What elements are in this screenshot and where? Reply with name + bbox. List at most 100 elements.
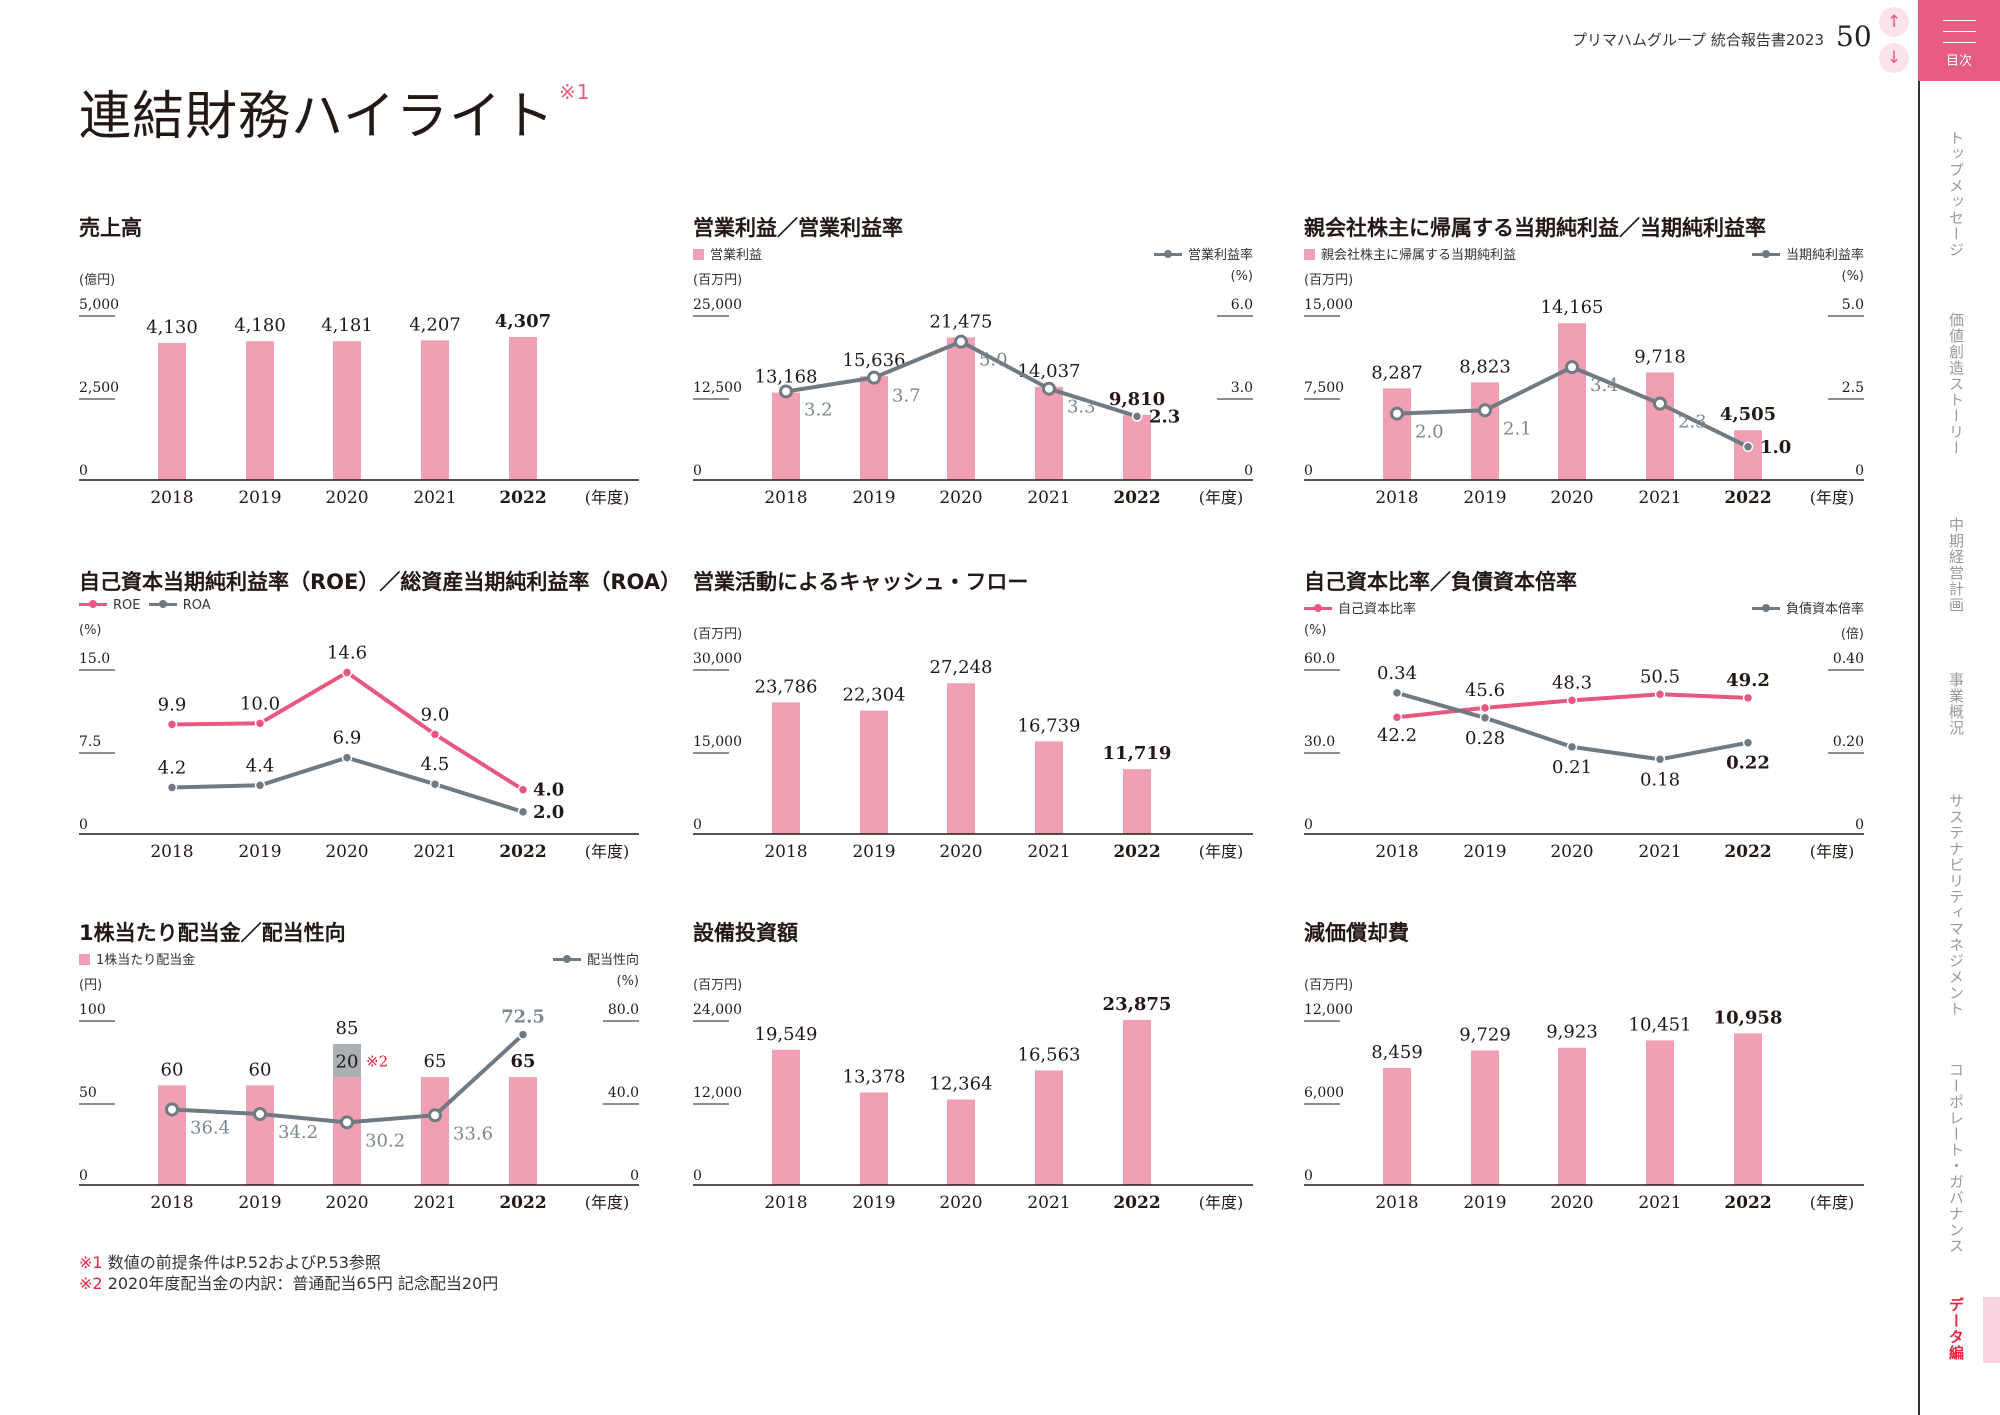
right-tick-label: 3.0 bbox=[1231, 380, 1253, 396]
active-section-marker bbox=[1983, 1297, 2000, 1363]
toc-menu-button[interactable]: 目次 bbox=[1918, 0, 2000, 81]
year-label: 2020 bbox=[1550, 1193, 1593, 1213]
bar-value-label: 60 bbox=[249, 1059, 272, 1080]
bar bbox=[1383, 388, 1411, 480]
year-label: 2018 bbox=[150, 488, 193, 508]
left-tick-label: 15,000 bbox=[693, 734, 742, 750]
chart-title: 減価償却費 bbox=[1304, 921, 1409, 945]
bar-value-label: 65 bbox=[510, 1051, 535, 1072]
bar bbox=[1558, 323, 1586, 480]
line-value-label: 9.9 bbox=[158, 694, 187, 715]
line-value-label: 5.0 bbox=[979, 350, 1008, 371]
line-value-label: 1.0 bbox=[1760, 437, 1791, 458]
bar-value-label: 10,451 bbox=[1629, 1014, 1692, 1035]
line-value-label: 45.6 bbox=[1465, 680, 1505, 701]
next-page-button[interactable]: ↓ bbox=[1879, 43, 1909, 73]
bar bbox=[1734, 1033, 1762, 1185]
legend-left: 自己資本比率 bbox=[1304, 598, 1416, 617]
bar bbox=[421, 1077, 449, 1185]
data-point bbox=[779, 384, 793, 399]
bar bbox=[860, 710, 888, 834]
year-label: 2021 bbox=[1638, 488, 1681, 508]
chart-panel: 減価償却費 (百万円) 0 6,000 12,000 8,459 9,729 9,923 10,… bbox=[1304, 914, 1864, 1244]
year-label: 2019 bbox=[1463, 1193, 1506, 1213]
bar bbox=[333, 341, 361, 480]
year-label: 2022 bbox=[499, 488, 546, 508]
chart-title: 営業活動によるキャッシュ・フロー bbox=[693, 570, 1029, 594]
data-point bbox=[1742, 692, 1754, 704]
line-value-label: 3.7 bbox=[892, 386, 921, 407]
year-label: 2019 bbox=[1463, 842, 1506, 862]
bar bbox=[246, 1085, 274, 1185]
bar bbox=[1558, 1047, 1586, 1185]
bar-value-label: 4,307 bbox=[495, 311, 551, 332]
year-label: 2020 bbox=[1550, 488, 1593, 508]
year-label: 2021 bbox=[413, 1193, 456, 1213]
data-point bbox=[867, 370, 881, 385]
data-point bbox=[517, 784, 529, 795]
left-axis-unit: (億円) bbox=[79, 273, 116, 288]
bar-value-label: 9,923 bbox=[1546, 1022, 1598, 1043]
line-value-label: 34.2 bbox=[278, 1122, 318, 1143]
sidebar-item-business-overview[interactable]: 事業概況 bbox=[1947, 672, 1965, 736]
left-tick-label: 12,000 bbox=[1304, 1002, 1353, 1018]
data-point bbox=[1391, 687, 1403, 699]
left-tick-label: 0 bbox=[693, 1168, 702, 1184]
data-point bbox=[1654, 689, 1666, 700]
line-value-label: 4.4 bbox=[246, 755, 275, 776]
legend-right: 営業利益率 bbox=[1153, 244, 1253, 263]
year-label: 2022 bbox=[499, 842, 546, 862]
sidebar-item-governance[interactable]: コーポレート・ガバナンス bbox=[1947, 1062, 1965, 1254]
year-label: 2019 bbox=[1463, 488, 1506, 508]
bar bbox=[1471, 382, 1499, 480]
year-label: 2018 bbox=[150, 842, 193, 862]
data-point bbox=[165, 1102, 179, 1117]
year-label: 2018 bbox=[764, 488, 807, 508]
bar bbox=[1123, 414, 1151, 480]
year-label: 2018 bbox=[1375, 1193, 1418, 1213]
sidebar-item-data[interactable]: データ編 bbox=[1947, 1297, 1965, 1361]
line-value-label: 9.0 bbox=[421, 704, 450, 725]
sidebar-item-mid-term-plan[interactable]: 中期経営計画 bbox=[1947, 517, 1965, 613]
chart-panel: 営業活動によるキャッシュ・フロー (百万円) 0 15,000 30,000 23,786… bbox=[693, 563, 1253, 893]
year-label: 2019 bbox=[852, 842, 895, 862]
line-value-label: 0.21 bbox=[1552, 757, 1592, 778]
line-value-label: 42.2 bbox=[1377, 725, 1417, 746]
bar bbox=[947, 1099, 975, 1185]
bar bbox=[772, 392, 800, 480]
sidebar-item-top-message[interactable]: トップメッセージ bbox=[1947, 130, 1965, 258]
bar-value-label: 27,248 bbox=[930, 657, 993, 678]
legend-left: 営業利益 bbox=[693, 244, 762, 263]
line-value-label: 30.2 bbox=[365, 1130, 405, 1151]
left-tick-label: 7,500 bbox=[1304, 380, 1344, 396]
data-point bbox=[166, 782, 178, 793]
left-tick-label: 50 bbox=[79, 1085, 97, 1101]
bar bbox=[421, 340, 449, 480]
line-value-label: 72.5 bbox=[501, 1007, 545, 1028]
chart-svg: 0 7.5 15.0 9.9 10.0 14.6 9.0 4.0 4.2 4.4 6.9 4.5 2.0… bbox=[79, 642, 639, 862]
x-axis-unit: (年度) bbox=[1199, 1193, 1244, 1212]
stacked-bar bbox=[333, 1043, 361, 1078]
chart-title: 自己資本比率／負債資本倍率 bbox=[1304, 570, 1577, 594]
footnote-1: ※1 数値の前提条件はP.52およびP.53参照 bbox=[79, 1253, 381, 1272]
left-tick-label: 7.5 bbox=[79, 734, 101, 750]
page-number: 50 bbox=[1836, 20, 1872, 53]
left-tick-label: 24,000 bbox=[693, 1002, 742, 1018]
bar-value-label: 16,563 bbox=[1018, 1044, 1081, 1065]
x-axis-unit: (年度) bbox=[1810, 1193, 1855, 1212]
right-tick-label: 0 bbox=[1244, 463, 1253, 479]
sidebar-item-value-story[interactable]: 価値創造ストーリー bbox=[1947, 312, 1965, 456]
toc-label: 目次 bbox=[1945, 54, 1972, 69]
year-label: 2020 bbox=[325, 488, 368, 508]
chart-svg: 0 15,000 30,000 23,786 22,304 27,248 16,739 11,… bbox=[693, 651, 1253, 862]
bar bbox=[1646, 372, 1674, 480]
left-tick-label: 30.0 bbox=[1304, 734, 1335, 750]
stack-label: 20 bbox=[336, 1052, 359, 1073]
prev-page-button[interactable]: ↑ bbox=[1879, 7, 1909, 37]
sidebar-item-sustainability[interactable]: サステナビリティマネジメント bbox=[1947, 793, 1965, 1017]
bar-value-label: 15,636 bbox=[843, 350, 906, 371]
year-label: 2021 bbox=[1027, 1193, 1070, 1213]
chart-svg: 0 12,500 25,000 0 3.0 6.0 13,168 15,636 21,475 14… bbox=[693, 297, 1253, 508]
year-label: 2021 bbox=[413, 842, 456, 862]
bar-value-label: 13,378 bbox=[843, 1066, 906, 1087]
